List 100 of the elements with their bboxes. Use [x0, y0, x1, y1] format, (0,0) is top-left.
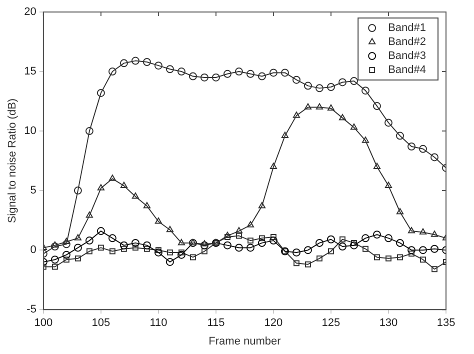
- point: [326, 235, 335, 244]
- point: [50, 256, 59, 264]
- point: [246, 221, 254, 228]
- point: [430, 153, 438, 162]
- point: [86, 248, 92, 254]
- point: [258, 238, 266, 247]
- point: [166, 258, 174, 266]
- point: [362, 246, 368, 252]
- point: [430, 230, 438, 237]
- x-tick-label: 105: [92, 317, 110, 330]
- x-tick-label: 135: [436, 317, 456, 330]
- point: [120, 182, 128, 188]
- point: [407, 142, 416, 151]
- point: [154, 218, 162, 224]
- point: [120, 241, 128, 250]
- point: [350, 77, 358, 86]
- point: [63, 256, 70, 263]
- point: [178, 249, 184, 256]
- point: [386, 255, 392, 262]
- y-axis-title: Signal to noise Ratio (dB): [6, 98, 19, 224]
- point: [316, 255, 322, 262]
- point: [361, 86, 370, 95]
- point: [418, 144, 427, 153]
- y-tick-label: 10: [24, 125, 36, 138]
- point: [247, 238, 254, 244]
- point: [430, 244, 438, 253]
- point: [85, 127, 94, 136]
- point: [142, 58, 151, 66]
- point: [294, 260, 300, 266]
- legend-label: Band#1: [388, 22, 426, 34]
- legend-label: Band#3: [388, 50, 426, 62]
- point: [235, 227, 242, 234]
- point: [418, 246, 427, 254]
- point: [166, 65, 174, 74]
- point: [246, 244, 254, 252]
- point: [407, 246, 416, 254]
- point: [108, 234, 116, 242]
- point: [74, 255, 81, 262]
- point: [144, 246, 150, 252]
- point: [166, 249, 173, 256]
- point: [132, 192, 139, 199]
- point: [432, 266, 438, 272]
- point: [340, 236, 346, 242]
- point: [188, 72, 197, 80]
- legend-label: Band#2: [388, 36, 426, 48]
- y-tick-label: 0: [30, 244, 36, 256]
- x-tick-label: 130: [379, 317, 398, 330]
- point: [142, 241, 151, 250]
- point: [143, 202, 150, 208]
- point: [234, 244, 243, 252]
- point: [315, 238, 324, 247]
- point: [350, 241, 358, 250]
- point: [132, 244, 138, 251]
- point: [223, 241, 232, 250]
- point: [396, 132, 404, 140]
- x-tick-label: 100: [34, 317, 53, 330]
- point: [397, 254, 403, 260]
- point: [419, 228, 427, 234]
- point: [338, 114, 346, 120]
- point: [120, 246, 127, 252]
- point: [109, 248, 116, 254]
- point: [223, 70, 232, 78]
- point: [280, 68, 289, 77]
- point: [51, 241, 58, 248]
- point: [178, 238, 185, 246]
- point: [236, 232, 242, 239]
- point: [292, 112, 300, 118]
- point: [155, 247, 162, 254]
- point: [338, 242, 346, 251]
- point: [315, 84, 324, 92]
- point: [200, 240, 208, 246]
- point: [97, 184, 104, 190]
- point: [258, 72, 266, 80]
- y-tick-label: 20: [24, 6, 36, 18]
- point: [374, 254, 380, 260]
- x-tick-label: 115: [207, 317, 225, 330]
- point: [98, 244, 104, 251]
- point: [304, 82, 312, 90]
- point: [62, 240, 70, 248]
- point: [362, 136, 370, 143]
- point: [177, 250, 186, 259]
- x-tick-label: 110: [150, 317, 168, 330]
- point: [269, 236, 278, 245]
- point: [108, 174, 116, 181]
- point: [200, 241, 208, 250]
- y-tick-label: -5: [26, 304, 36, 316]
- point: [396, 238, 404, 247]
- point: [316, 103, 324, 110]
- point: [131, 56, 140, 65]
- point: [338, 78, 346, 86]
- point: [154, 248, 162, 256]
- point: [384, 182, 392, 188]
- point: [190, 254, 196, 260]
- point: [86, 212, 93, 218]
- point: [258, 235, 265, 242]
- y-tick-label: 5: [30, 184, 36, 197]
- x-tick-label: 120: [264, 317, 283, 330]
- point: [328, 248, 334, 254]
- point: [85, 236, 94, 245]
- point: [52, 264, 58, 270]
